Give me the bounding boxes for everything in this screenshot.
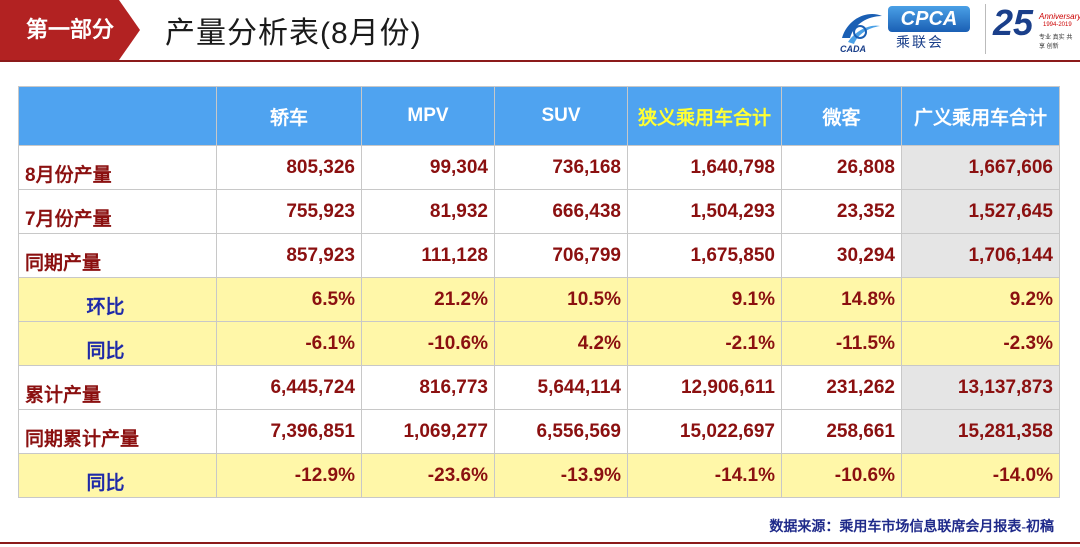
anniversary-number: 25 (993, 2, 1034, 43)
table-cell: 4.2% (494, 321, 628, 366)
table-cell: 857,923 (216, 233, 362, 278)
table-cell: -23.6% (361, 453, 495, 498)
column-header: 轿车 (216, 86, 362, 146)
table-cell: 805,326 (216, 145, 362, 190)
table-row: 环比 6.5% 21.2% 10.5% 9.1% 14.8% 9.2% (18, 277, 1060, 322)
row-label: 同比 (18, 321, 217, 366)
table-cell: 736,168 (494, 145, 628, 190)
table-cell: 6,445,724 (216, 365, 362, 410)
table-cell: 81,932 (361, 189, 495, 234)
table-row: 同比 -6.1% -10.6% 4.2% -2.1% -11.5% -2.3% (18, 321, 1060, 366)
table-row: 7月份产量 755,923 81,932 666,438 1,504,293 2… (18, 189, 1060, 234)
table-cell: 99,304 (361, 145, 495, 190)
table-cell: -10.6% (781, 453, 902, 498)
table-cell: 30,294 (781, 233, 902, 278)
footer-divider (0, 542, 1080, 544)
table-row: 同期产量 857,923 111,128 706,799 1,675,850 3… (18, 233, 1060, 278)
table-cell: 10.5% (494, 277, 628, 322)
table-cell: 6.5% (216, 277, 362, 322)
table-cell: 21.2% (361, 277, 495, 322)
table-cell: -12.9% (216, 453, 362, 498)
table-cell: -11.5% (781, 321, 902, 366)
table-cell: 816,773 (361, 365, 495, 410)
row-label: 累计产量 (18, 365, 217, 410)
table-cell: 1,706,144 (901, 233, 1060, 278)
table-cell: -14.0% (901, 453, 1060, 498)
table-cell: 26,808 (781, 145, 902, 190)
table-cell: 1,667,606 (901, 145, 1060, 190)
table-cell: 1,675,850 (627, 233, 782, 278)
table-cell: 14.8% (781, 277, 902, 322)
anniversary-tagline: 专业 真实 共享 创新 (1039, 35, 1073, 50)
table-cell: 258,661 (781, 409, 902, 454)
table-row: 8月份产量 805,326 99,304 736,168 1,640,798 2… (18, 145, 1060, 190)
table-cell: 5,644,114 (494, 365, 628, 410)
row-label: 7月份产量 (18, 189, 217, 234)
table-cell: -10.6% (361, 321, 495, 366)
table-cell: -2.3% (901, 321, 1060, 366)
cada-logo-text: CADA (840, 44, 866, 54)
table-header-row: 轿车 MPV SUV 狭义乘用车合计 微客 广义乘用车合计 (18, 86, 1060, 146)
table-cell: 231,262 (781, 365, 902, 410)
production-table: 轿车 MPV SUV 狭义乘用车合计 微客 广义乘用车合计 8月份产量 805,… (18, 86, 1060, 498)
anniversary-label: Anniversary (1039, 12, 1080, 21)
table-row: 同比 -12.9% -23.6% -13.9% -14.1% -10.6% -1… (18, 453, 1060, 498)
table-cell: 755,923 (216, 189, 362, 234)
table-cell: 15,281,358 (901, 409, 1060, 454)
anniversary-years: 1994-2019 (1043, 22, 1072, 28)
anniversary-logo: 25 Anniversary 1994-2019 专业 真实 共享 创新 (993, 2, 1080, 58)
table-cell: 23,352 (781, 189, 902, 234)
header-divider (0, 60, 1080, 62)
logo-divider (985, 4, 986, 54)
table-cell: -13.9% (494, 453, 628, 498)
column-header: 微客 (781, 86, 902, 146)
table-cell: 1,640,798 (627, 145, 782, 190)
cpca-logo: CPCA 乘联会 CADA (838, 2, 978, 58)
cpca-logo-text: CPCA (888, 6, 970, 32)
column-header: 广义乘用车合计 (901, 86, 1060, 146)
row-label: 8月份产量 (18, 145, 217, 190)
table-cell: -2.1% (627, 321, 782, 366)
table-cell: 15,022,697 (627, 409, 782, 454)
table-row: 同期累计产量 7,396,851 1,069,277 6,556,569 15,… (18, 409, 1060, 454)
table-cell: -6.1% (216, 321, 362, 366)
section-label: 第一部分 (0, 0, 140, 60)
table-cell: -14.1% (627, 453, 782, 498)
row-label: 环比 (18, 277, 217, 322)
cpca-logo-cn: 乘联会 (896, 34, 944, 50)
table-cell: 9.2% (901, 277, 1060, 322)
column-header: SUV (494, 86, 628, 146)
table-cell: 706,799 (494, 233, 628, 278)
table-row: 累计产量 6,445,724 816,773 5,644,114 12,906,… (18, 365, 1060, 410)
row-label: 同比 (18, 453, 217, 498)
row-label: 同期累计产量 (18, 409, 217, 454)
table-cell: 6,556,569 (494, 409, 628, 454)
table-cell: 9.1% (627, 277, 782, 322)
table-cell: 1,527,645 (901, 189, 1060, 234)
cpca-swoosh-icon (842, 14, 882, 44)
table-cell: 7,396,851 (216, 409, 362, 454)
table-cell: 12,906,611 (627, 365, 782, 410)
table-cell: 1,069,277 (361, 409, 495, 454)
table-cell: 666,438 (494, 189, 628, 234)
table-cell: 13,137,873 (901, 365, 1060, 410)
column-header (18, 86, 217, 146)
source-note: 数据来源：乘用车市场信息联席会月报表-初稿 (769, 520, 1054, 535)
table-cell: 111,128 (361, 233, 495, 278)
column-header: 狭义乘用车合计 (627, 86, 782, 146)
page-title: 产量分析表(8月份) (165, 17, 422, 50)
table-cell: 1,504,293 (627, 189, 782, 234)
row-label: 同期产量 (18, 233, 217, 278)
column-header: MPV (361, 86, 495, 146)
